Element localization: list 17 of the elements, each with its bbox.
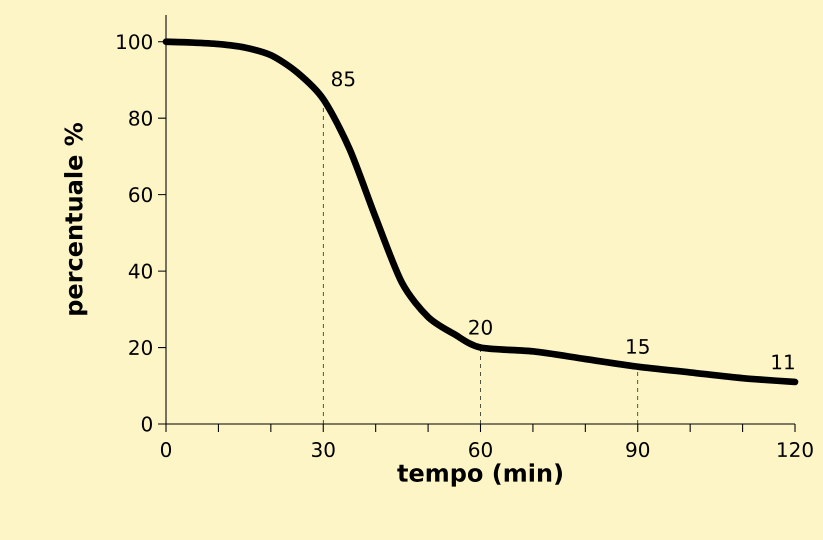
y-tick-label: 20 bbox=[129, 340, 152, 356]
y-tick-label: 80 bbox=[129, 110, 152, 126]
y-axis-title: percentuale % bbox=[64, 122, 88, 315]
x-tick-label: 30 bbox=[312, 442, 335, 458]
x-tick-label: 90 bbox=[626, 442, 650, 458]
y-tick-label: 40 bbox=[128, 264, 152, 279]
annotation: 20 bbox=[469, 320, 492, 335]
y-tick-label: 60 bbox=[129, 187, 152, 202]
annotation: 85 bbox=[332, 71, 354, 86]
x-axis-title: tempo (min) bbox=[397, 463, 562, 487]
x-tick-label: 0 bbox=[160, 442, 172, 458]
y-tick-label: 0 bbox=[142, 416, 152, 432]
annotation: 15 bbox=[627, 339, 649, 354]
annotation: 11 bbox=[772, 354, 794, 370]
x-tick-label: 60 bbox=[469, 442, 492, 458]
y-tick-label: 100 bbox=[117, 34, 152, 50]
x-tick-label: 120 bbox=[778, 442, 813, 458]
